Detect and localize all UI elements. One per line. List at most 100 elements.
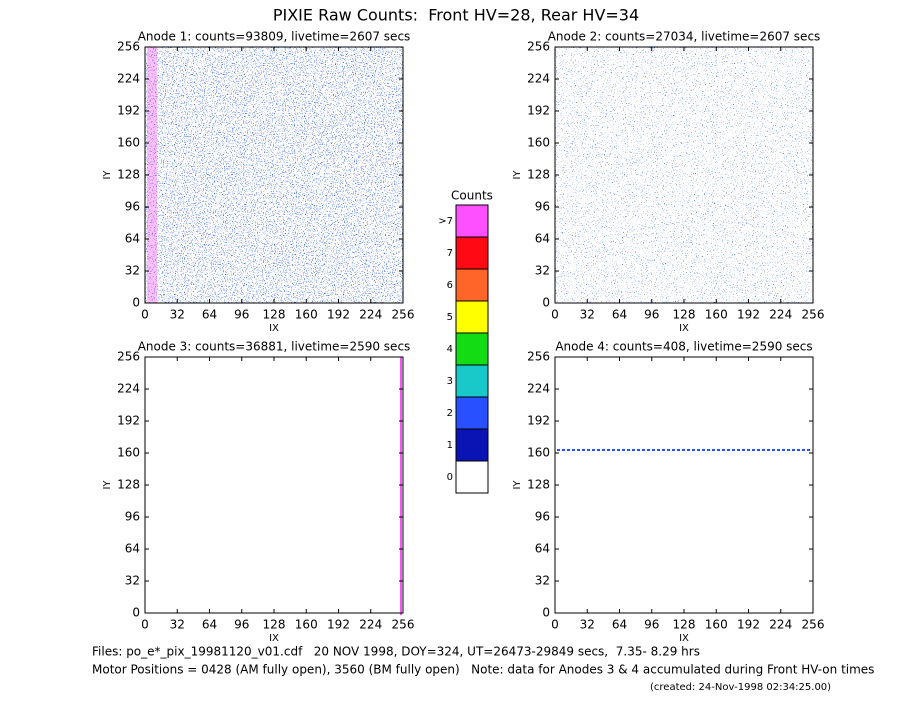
- x-tick-label: 160: [705, 618, 728, 632]
- colorbar-segment: [455, 396, 489, 430]
- x-tick-label: 224: [769, 308, 792, 322]
- x-axis-label: IX: [679, 633, 689, 644]
- colorbar-segment: [455, 428, 489, 462]
- x-tick-label: 128: [673, 618, 696, 632]
- y-tick-label: 96: [125, 200, 140, 214]
- x-tick-label: 160: [295, 308, 318, 322]
- x-tick-label: 0: [141, 618, 149, 632]
- colorbar-title: Counts: [451, 189, 493, 203]
- x-tick-label: 32: [580, 308, 595, 322]
- x-tick-label: 32: [170, 308, 185, 322]
- x-tick-label: 192: [327, 618, 350, 632]
- y-axis-label: IY: [102, 480, 113, 490]
- x-tick-label: 64: [612, 308, 627, 322]
- colorbar-segment: [455, 364, 489, 398]
- x-tick-label: 192: [327, 308, 350, 322]
- colorbar-label: 2: [447, 408, 453, 419]
- x-tick-label: 32: [170, 618, 185, 632]
- y-tick-label: 96: [535, 510, 550, 524]
- y-tick-label: 0: [132, 606, 140, 620]
- y-tick-label: 32: [535, 574, 550, 588]
- colorbar-label: 4: [447, 344, 453, 355]
- footer-line: Files: po_e*_pix_19981120_v01.cdf 20 NOV…: [92, 645, 700, 659]
- y-tick-label: 128: [527, 168, 550, 182]
- y-tick-label: 0: [132, 296, 140, 310]
- colorbar-label: 1: [447, 440, 453, 451]
- x-tick-label: 224: [359, 308, 382, 322]
- y-tick-label: 128: [117, 168, 140, 182]
- plot-frame: [144, 356, 404, 614]
- x-tick-label: 128: [673, 308, 696, 322]
- image-texture: [145, 47, 403, 303]
- colorbar-segment: [455, 268, 489, 302]
- colorbar-label: 6: [447, 280, 453, 291]
- y-tick-label: 0: [542, 296, 550, 310]
- y-axis-label: IY: [512, 170, 523, 180]
- chart-title: PIXIE Raw Counts: Front HV=28, Rear HV=3…: [273, 6, 639, 25]
- x-tick-label: 128: [263, 308, 286, 322]
- colorbar-label: 5: [447, 312, 453, 323]
- y-tick-label: 32: [535, 264, 550, 278]
- y-tick-label: 32: [125, 264, 140, 278]
- y-tick-label: 192: [527, 104, 550, 118]
- y-tick-label: 64: [535, 232, 550, 246]
- y-axis-label: IY: [102, 170, 113, 180]
- y-axis-label: IY: [512, 480, 523, 490]
- y-tick-label: 224: [117, 72, 140, 86]
- x-tick-label: 64: [202, 308, 217, 322]
- x-axis-label: IX: [679, 323, 689, 334]
- x-tick-label: 256: [392, 308, 415, 322]
- panel-title: Anode 2: counts=27034, livetime=2607 sec…: [548, 30, 821, 44]
- x-tick-label: 64: [202, 618, 217, 632]
- colorbar-label: 0: [447, 472, 453, 483]
- y-tick-label: 160: [117, 136, 140, 150]
- y-tick-label: 160: [527, 446, 550, 460]
- image-texture: [555, 47, 813, 303]
- image-texture: [147, 47, 157, 303]
- x-tick-label: 0: [141, 308, 149, 322]
- y-tick-label: 128: [527, 478, 550, 492]
- x-tick-label: 96: [234, 618, 249, 632]
- y-tick-label: 64: [535, 542, 550, 556]
- y-tick-label: 0: [542, 606, 550, 620]
- y-tick-label: 224: [527, 382, 550, 396]
- x-tick-label: 256: [802, 618, 825, 632]
- x-tick-label: 96: [644, 308, 659, 322]
- colorbar-segment: [455, 204, 489, 238]
- y-tick-label: 96: [125, 510, 140, 524]
- x-tick-label: 32: [580, 618, 595, 632]
- x-tick-label: 256: [802, 308, 825, 322]
- x-tick-label: 224: [769, 618, 792, 632]
- panel-title: Anode 3: counts=36881, livetime=2590 sec…: [138, 340, 411, 354]
- colorbar-label: 3: [447, 376, 453, 387]
- colorbar-segment: [455, 236, 489, 270]
- y-tick-label: 256: [527, 350, 550, 364]
- colorbar-segment: [455, 332, 489, 366]
- plot-frame: [554, 356, 814, 614]
- y-tick-label: 192: [117, 104, 140, 118]
- y-tick-label: 160: [527, 136, 550, 150]
- x-tick-label: 192: [737, 618, 760, 632]
- x-tick-label: 0: [551, 308, 559, 322]
- y-tick-label: 192: [527, 414, 550, 428]
- y-tick-label: 256: [527, 40, 550, 54]
- y-tick-label: 256: [117, 40, 140, 54]
- x-tick-label: 128: [263, 618, 286, 632]
- x-axis-label: IX: [269, 633, 279, 644]
- y-tick-label: 256: [117, 350, 140, 364]
- x-tick-label: 96: [644, 618, 659, 632]
- y-tick-label: 128: [117, 478, 140, 492]
- colorbar-segment: [455, 460, 489, 494]
- y-tick-label: 224: [117, 382, 140, 396]
- created-note: (created: 24-Nov-1998 02:34:25.00): [650, 682, 831, 693]
- y-tick-label: 64: [125, 542, 140, 556]
- y-tick-label: 160: [117, 446, 140, 460]
- x-tick-label: 160: [295, 618, 318, 632]
- x-tick-label: 64: [612, 618, 627, 632]
- x-tick-label: 224: [359, 618, 382, 632]
- x-tick-label: 256: [392, 618, 415, 632]
- y-tick-label: 64: [125, 232, 140, 246]
- colorbar-label: >7: [438, 216, 453, 227]
